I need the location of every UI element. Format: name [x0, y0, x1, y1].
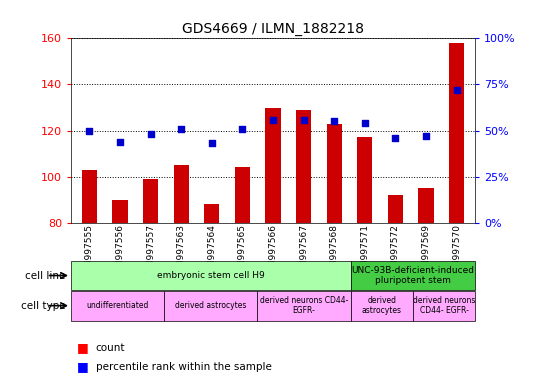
Point — [146, 131, 155, 137]
Bar — [327, 124, 342, 223]
Text: undifferentiated: undifferentiated — [86, 301, 149, 310]
Title: GDS4669 / ILMN_1882218: GDS4669 / ILMN_1882218 — [182, 22, 364, 36]
Bar — [418, 188, 434, 223]
Bar — [351, 291, 413, 321]
Text: ■: ■ — [76, 341, 88, 354]
Text: derived
astrocytes: derived astrocytes — [362, 296, 402, 315]
Point — [238, 126, 247, 132]
Text: cell line: cell line — [25, 270, 66, 281]
Bar — [449, 43, 464, 223]
Text: percentile rank within the sample: percentile rank within the sample — [96, 362, 271, 372]
Point — [207, 141, 216, 147]
Text: ■: ■ — [76, 360, 88, 373]
Bar — [357, 137, 372, 223]
Bar — [71, 291, 164, 321]
Point — [452, 87, 461, 93]
Point — [422, 133, 430, 139]
Point — [391, 135, 400, 141]
Bar — [143, 179, 158, 223]
Point — [360, 120, 369, 126]
Point — [330, 118, 339, 124]
Text: derived astrocytes: derived astrocytes — [175, 301, 247, 310]
Bar — [258, 291, 351, 321]
Text: count: count — [96, 343, 125, 353]
Bar — [112, 200, 128, 223]
Bar — [82, 170, 97, 223]
Text: derived neurons CD44-
EGFR-: derived neurons CD44- EGFR- — [260, 296, 348, 315]
Text: derived neurons
CD44- EGFR-: derived neurons CD44- EGFR- — [413, 296, 475, 315]
Point — [85, 127, 94, 134]
Text: cell type: cell type — [21, 301, 66, 311]
Bar — [164, 291, 258, 321]
Bar — [71, 261, 351, 290]
Bar — [235, 167, 250, 223]
Point — [299, 116, 308, 122]
Point — [269, 116, 277, 122]
Bar — [174, 165, 189, 223]
Bar — [413, 291, 475, 321]
Point — [177, 126, 186, 132]
Bar — [388, 195, 403, 223]
Bar — [351, 261, 475, 290]
Text: UNC-93B-deficient-induced
pluripotent stem: UNC-93B-deficient-induced pluripotent st… — [352, 266, 474, 285]
Bar — [296, 110, 311, 223]
Text: embryonic stem cell H9: embryonic stem cell H9 — [157, 271, 265, 280]
Point — [116, 139, 124, 145]
Bar — [265, 108, 281, 223]
Bar — [204, 204, 219, 223]
